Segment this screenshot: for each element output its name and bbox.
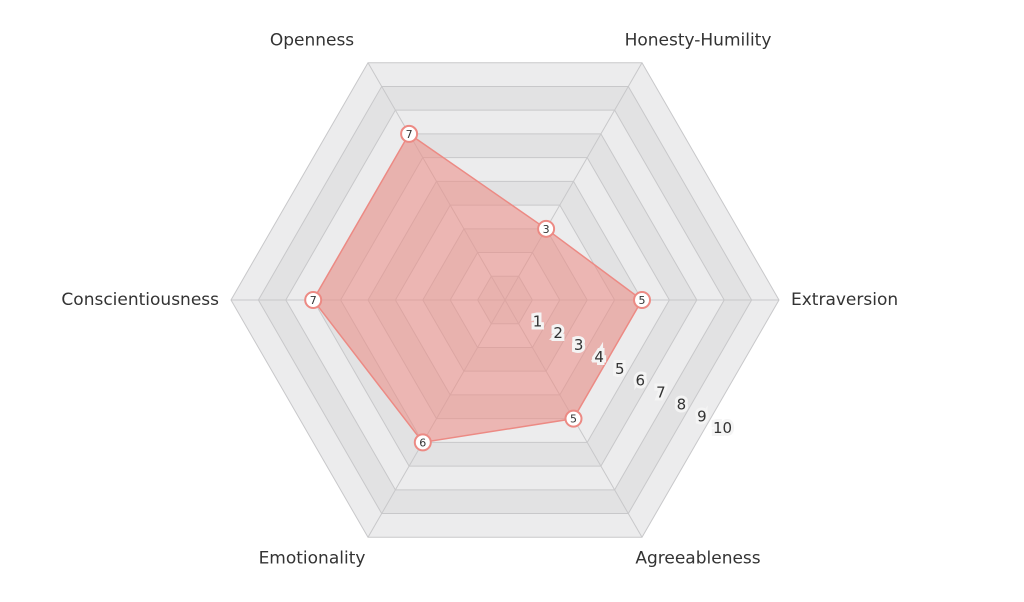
r-tick-label: 2 bbox=[553, 324, 563, 342]
category-label: Agreeableness bbox=[635, 548, 760, 568]
r-tick-label: 4 bbox=[594, 348, 604, 366]
r-tick-label: 3 bbox=[574, 336, 584, 354]
data-label: 3 bbox=[543, 223, 550, 236]
data-label: 7 bbox=[310, 294, 317, 307]
category-label: Conscientiousness bbox=[61, 290, 219, 310]
r-tick-label: 9 bbox=[697, 407, 707, 425]
category-label: Openness bbox=[270, 31, 354, 51]
category-label: Extraversion bbox=[791, 290, 898, 310]
r-tick-label: 5 bbox=[615, 360, 625, 378]
category-label: Emotionality bbox=[259, 548, 366, 568]
data-point bbox=[633, 291, 651, 309]
data-label: 7 bbox=[406, 128, 413, 141]
data-point bbox=[564, 409, 583, 428]
category-label: Honesty-Humility bbox=[625, 31, 772, 51]
data-label: 5 bbox=[639, 294, 646, 307]
data-point bbox=[304, 291, 323, 309]
r-tick-label: 6 bbox=[636, 372, 646, 390]
r-tick-label: 10 bbox=[713, 419, 732, 437]
data-label: 6 bbox=[419, 436, 426, 449]
data-point bbox=[400, 124, 419, 143]
data-point bbox=[537, 219, 556, 238]
data-label: 5 bbox=[570, 413, 577, 426]
r-tick-label: 8 bbox=[677, 395, 687, 413]
data-point bbox=[413, 433, 432, 452]
r-tick-label: 1 bbox=[533, 312, 543, 330]
r-tick-label: 7 bbox=[656, 384, 666, 402]
